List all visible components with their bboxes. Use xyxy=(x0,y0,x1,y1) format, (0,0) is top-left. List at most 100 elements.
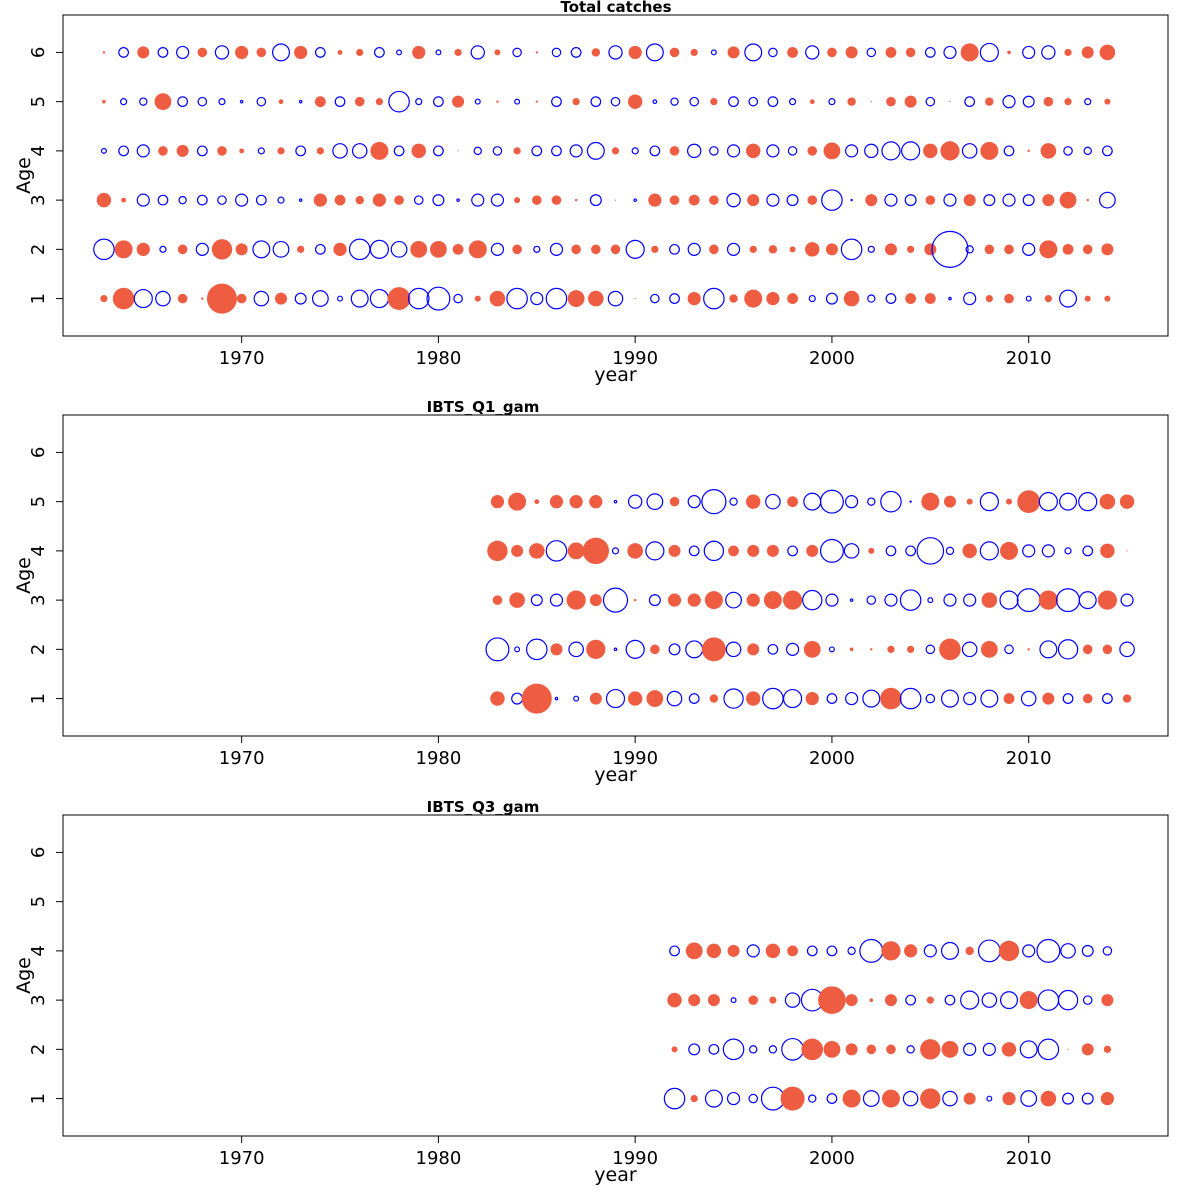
bubble xyxy=(530,291,544,306)
bubble xyxy=(452,95,465,108)
bubble xyxy=(825,292,838,305)
bubble xyxy=(1038,590,1058,610)
bubble xyxy=(786,194,799,207)
bubble xyxy=(588,290,604,307)
bubble xyxy=(369,288,389,309)
bubble xyxy=(960,43,979,62)
bubble xyxy=(1084,98,1092,106)
bubble xyxy=(314,47,326,58)
x-tick-label: 2010 xyxy=(1006,348,1052,369)
bubble xyxy=(1064,48,1072,57)
x-axis-label: year xyxy=(594,364,637,386)
bubble xyxy=(610,96,621,107)
bubble xyxy=(582,537,610,565)
bubble xyxy=(1081,1043,1094,1056)
bubble xyxy=(744,43,763,62)
bubble xyxy=(965,245,974,254)
bubble xyxy=(590,96,602,108)
bubble xyxy=(648,594,661,607)
bubble xyxy=(940,689,959,708)
bubble xyxy=(666,690,683,707)
bubble xyxy=(942,1090,958,1107)
bubble xyxy=(865,194,878,207)
bubble xyxy=(907,645,915,653)
bubble xyxy=(1057,989,1079,1011)
chart-title: Total catches xyxy=(560,0,671,16)
bubble xyxy=(235,193,249,207)
bubble xyxy=(1038,492,1058,512)
y-tick-label: 3 xyxy=(28,194,49,205)
bubble xyxy=(982,1042,996,1056)
bubble xyxy=(923,143,938,159)
bubble xyxy=(490,495,505,509)
bubble xyxy=(415,98,423,106)
bubble xyxy=(195,242,209,256)
bubble xyxy=(1004,644,1014,655)
bubble xyxy=(826,945,838,957)
bubble xyxy=(899,589,922,611)
bubble xyxy=(1122,694,1132,703)
bubble xyxy=(920,1088,941,1109)
bubble xyxy=(1002,95,1016,109)
bubble xyxy=(806,945,818,957)
bubble xyxy=(1022,194,1035,207)
bubble xyxy=(1078,591,1097,610)
bubble xyxy=(669,146,680,156)
bubble xyxy=(886,96,896,107)
bubble xyxy=(728,96,739,108)
bubble xyxy=(275,292,288,305)
bubble xyxy=(766,193,780,207)
bubble xyxy=(885,293,897,304)
bubble xyxy=(549,495,564,509)
bubble xyxy=(277,196,285,204)
bubble xyxy=(390,240,408,258)
x-tick-label: 2000 xyxy=(809,348,855,369)
bubble xyxy=(136,144,150,158)
bubble xyxy=(1078,492,1098,512)
bubble xyxy=(980,689,999,708)
bubble xyxy=(847,946,856,956)
bubble xyxy=(781,1037,804,1061)
y-tick-label: 6 xyxy=(28,447,49,458)
bubble xyxy=(728,545,739,557)
x-tick-label: 2000 xyxy=(809,748,855,769)
bubble xyxy=(884,593,898,607)
bubble xyxy=(393,145,405,157)
bubble xyxy=(746,593,760,607)
bubble xyxy=(239,148,245,154)
bubble xyxy=(1104,295,1111,302)
bubble xyxy=(511,544,524,557)
bubble xyxy=(272,240,290,258)
bubble xyxy=(940,141,960,161)
bubble xyxy=(868,547,875,554)
bubble xyxy=(746,494,761,509)
bubble xyxy=(96,192,112,208)
bubble xyxy=(907,245,915,253)
bubble xyxy=(634,297,636,300)
bubble xyxy=(943,193,957,207)
bubble xyxy=(426,286,451,311)
bubble xyxy=(490,242,505,256)
bubble xyxy=(178,195,187,205)
bubble xyxy=(818,986,846,1014)
bubble xyxy=(687,593,701,607)
bubble xyxy=(388,90,410,113)
bubble xyxy=(845,691,859,706)
bubble xyxy=(586,639,606,659)
bubble xyxy=(114,240,133,259)
bubble xyxy=(1102,644,1113,655)
bubble xyxy=(255,194,267,206)
y-tick-label: 3 xyxy=(28,594,49,605)
bubble xyxy=(1002,193,1016,207)
bubble xyxy=(709,146,719,156)
bubble xyxy=(120,98,128,106)
bubble xyxy=(118,47,130,58)
bubble xyxy=(904,944,918,958)
bubble xyxy=(354,96,365,107)
bubble xyxy=(591,48,601,57)
bubble xyxy=(925,693,936,704)
bubble xyxy=(474,98,481,105)
bubble xyxy=(1101,145,1113,157)
bubble xyxy=(627,494,643,509)
